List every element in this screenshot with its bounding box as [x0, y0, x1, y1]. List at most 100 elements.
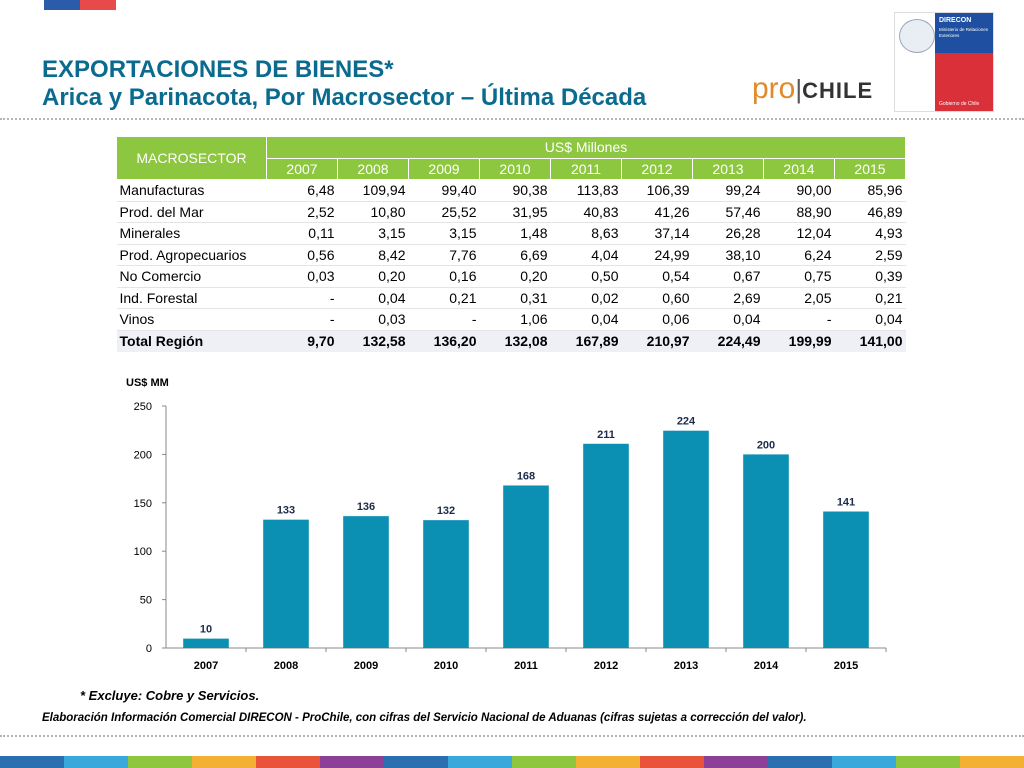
stripe-segment: [0, 756, 64, 768]
stripe-segment: [832, 756, 896, 768]
footnote: * Excluye: Cobre y Servicios.: [80, 688, 260, 703]
data-label: 211: [597, 429, 615, 441]
y-tick-label: 0: [146, 643, 152, 655]
row-label: Total Región: [116, 330, 267, 352]
bar: [503, 485, 549, 648]
year-header: 2012: [621, 157, 693, 180]
page-subtitle: Arica y Parinacota, Por Macrosector – Úl…: [42, 84, 647, 111]
bar: [743, 454, 789, 648]
table-cell: 85,96: [834, 179, 906, 202]
table-cell: 0,11: [266, 222, 338, 245]
table-cell: 37,14: [621, 222, 693, 245]
row-label: No Comercio: [116, 265, 267, 288]
table-row: Manufacturas 6,48 109,94 99,40 90,38 113,83 10…: [116, 179, 906, 202]
data-label: 132: [437, 505, 455, 517]
prochile-logo-pro: pro: [752, 72, 796, 105]
stripe-segment: [64, 756, 128, 768]
x-tick-label: 2009: [354, 660, 378, 672]
table-cell: 90,00: [763, 179, 835, 202]
source-note: Elaboración Información Comercial DIRECO…: [42, 712, 807, 724]
table-cell: 0,20: [479, 265, 551, 288]
year-header: 2009: [408, 157, 480, 180]
table-body: Manufacturas 6,48 109,94 99,40 90,38 113,83 10…: [116, 179, 906, 352]
prochile-logo-chile: CHILE: [802, 78, 874, 103]
table-cell: 113,83: [550, 179, 622, 202]
x-tick-label: 2014: [754, 660, 779, 672]
y-tick-label: 200: [134, 449, 152, 461]
macrosector-header: MACROSECTOR: [116, 136, 267, 180]
table-cell: 99,24: [692, 179, 764, 202]
year-header: 2010: [479, 157, 551, 180]
table-cell: 1,06: [479, 308, 551, 331]
direcon-name: DIRECON: [939, 17, 972, 24]
bottom-dotted-divider: [0, 735, 1024, 737]
table-cell: 1,48: [479, 222, 551, 245]
table-cell: 0,21: [834, 287, 906, 309]
table-cell: 4,93: [834, 222, 906, 245]
table-cell: 106,39: [621, 179, 693, 202]
row-label: Manufacturas: [116, 179, 267, 202]
table-cell: 0,16: [408, 265, 480, 288]
table-cell: 0,03: [337, 308, 409, 331]
table-cell: 41,26: [621, 201, 693, 223]
table-cell: 199,99: [763, 330, 835, 352]
data-label: 136: [357, 501, 375, 513]
data-label: 141: [837, 497, 855, 509]
y-tick-label: 150: [134, 498, 152, 510]
stripe-segment: [640, 756, 704, 768]
table-cell: 88,90: [763, 201, 835, 223]
table-cell: 31,95: [479, 201, 551, 223]
table-cell: 109,94: [337, 179, 409, 202]
table-row: Ind. Forestal -0,04 0,21 0,31 0,02 0,60 2,69 2,…: [116, 287, 906, 309]
table-row: Minerales 0,11 3,15 3,15 1,48 8,63 37,14 26,28 1…: [116, 222, 906, 245]
table-row: Vinos -0,03-1,06 0,04 0,06 0,04-0,04: [116, 308, 906, 331]
x-tick-label: 2007: [194, 660, 218, 672]
table-cell: -: [408, 308, 480, 331]
table-cell: 167,89: [550, 330, 622, 352]
bar: [583, 443, 629, 648]
bar: [823, 511, 869, 648]
stripe-segment: [896, 756, 960, 768]
stripe-segment: [448, 756, 512, 768]
table-cell: 12,04: [763, 222, 835, 245]
year-header: 2008: [337, 157, 409, 180]
table-cell: 38,10: [692, 244, 764, 266]
row-label: Ind. Forestal: [116, 287, 267, 309]
table-cell: 3,15: [337, 222, 409, 245]
table-cell: 24,99: [621, 244, 693, 266]
table-cell: 0,21: [408, 287, 480, 309]
table-cell: 0,39: [834, 265, 906, 288]
direcon-ministry: Ministerio de Relaciones Exteriores: [939, 27, 989, 38]
direcon-government: Gobierno de Chile: [939, 101, 980, 107]
table-cell: 0,56: [266, 244, 338, 266]
table-cell: 25,52: [408, 201, 480, 223]
table-cell: 0,67: [692, 265, 764, 288]
year-header: 2013: [692, 157, 764, 180]
table-cell: 0,20: [337, 265, 409, 288]
year-header: 2014: [763, 157, 835, 180]
bar: [423, 520, 469, 648]
table-cell: 0,75: [763, 265, 835, 288]
table-cell: 224,49: [692, 330, 764, 352]
table-cell: 0,04: [550, 308, 622, 331]
top-dotted-divider: [0, 118, 1024, 120]
table-cell: 8,63: [550, 222, 622, 245]
table-cell: -: [266, 308, 338, 331]
table-row: No Comercio 0,03 0,20 0,16 0,20 0,50 0,54 0,67 0…: [116, 265, 906, 288]
table-cell: 132,08: [479, 330, 551, 352]
x-tick-label: 2013: [674, 660, 698, 672]
row-label: Prod. Agropecuarios: [116, 244, 267, 266]
data-label: 224: [677, 416, 696, 428]
row-label: Minerales: [116, 222, 267, 245]
table-cell: 9,70: [266, 330, 338, 352]
direcon-logo: DIRECON Ministerio de Relaciones Exterio…: [894, 12, 994, 112]
stripe-segment: [704, 756, 768, 768]
table-cell: -: [763, 308, 835, 331]
data-label: 10: [200, 624, 212, 636]
table-cell: 8,42: [337, 244, 409, 266]
table-cell: 0,04: [834, 308, 906, 331]
table-cell: -: [266, 287, 338, 309]
y-axis-label: US$ MM: [126, 377, 169, 389]
table-cell: 57,46: [692, 201, 764, 223]
stripe-segment: [128, 756, 192, 768]
